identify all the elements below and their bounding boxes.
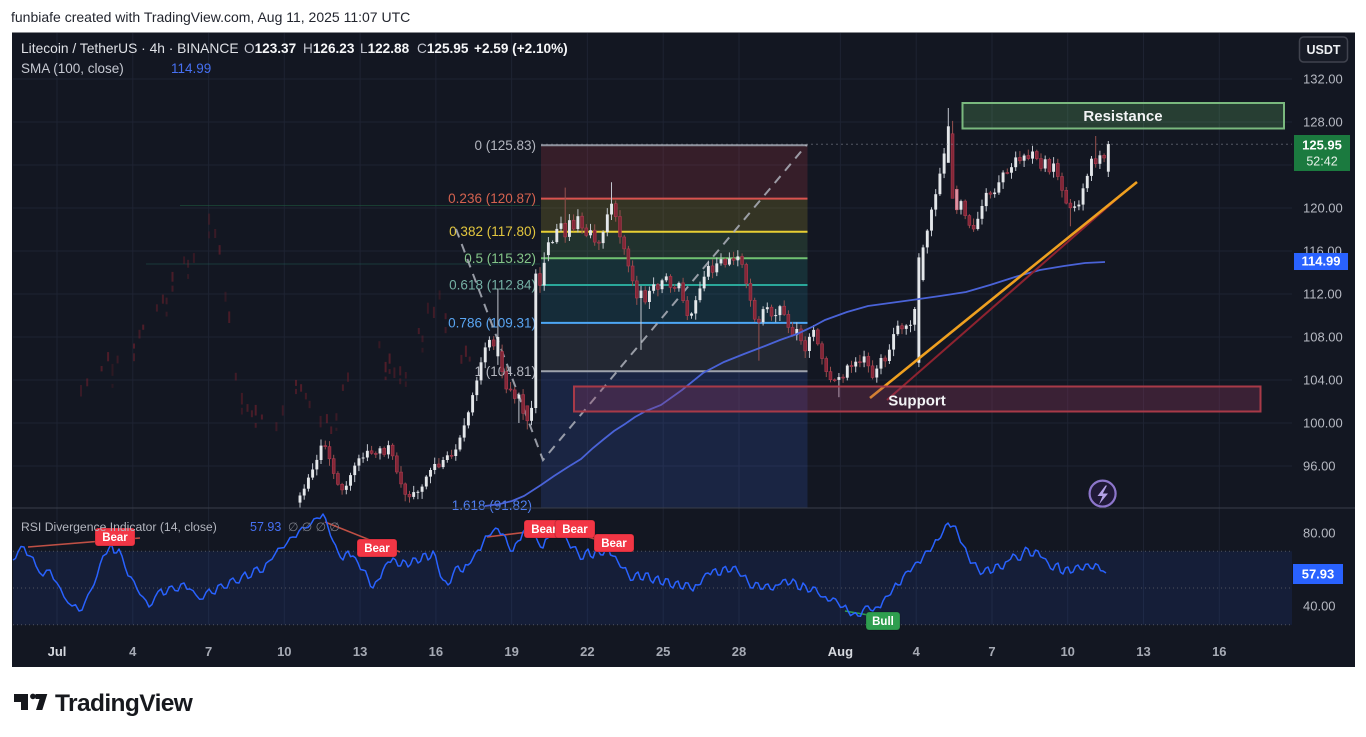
svg-text:0 (125.83): 0 (125.83) — [474, 138, 536, 153]
svg-text:0.5 (115.32): 0.5 (115.32) — [464, 251, 536, 266]
svg-text:Support: Support — [888, 393, 946, 410]
svg-text:57.93: 57.93 — [1302, 567, 1335, 582]
svg-text:Resistance: Resistance — [1083, 108, 1162, 125]
svg-text:96.00: 96.00 — [1303, 459, 1336, 474]
svg-text:RSI Divergence Indicator (14,: RSI Divergence Indicator (14, close) — [21, 520, 217, 534]
svg-text:57.93: 57.93 — [250, 520, 281, 534]
svg-text:Bear: Bear — [102, 532, 128, 544]
svg-text:Litecoin / TetherUS · 4h · BIN: Litecoin / TetherUS · 4h · BINANCE — [21, 41, 239, 56]
svg-text:114.99: 114.99 — [1301, 254, 1340, 269]
svg-text:0.618 (112.84): 0.618 (112.84) — [449, 278, 536, 293]
svg-text:Jul: Jul — [48, 644, 67, 659]
svg-text:120.00: 120.00 — [1303, 201, 1343, 216]
svg-text:13: 13 — [353, 644, 367, 659]
svg-text:TradingView: TradingView — [55, 690, 194, 717]
svg-text:19: 19 — [504, 644, 518, 659]
svg-text:SMA (100, close): SMA (100, close) — [21, 61, 124, 76]
svg-text:22: 22 — [580, 644, 594, 659]
svg-text:H126.23: H126.23 — [303, 41, 355, 56]
svg-text:Bull: Bull — [872, 616, 894, 628]
svg-text:16: 16 — [1212, 644, 1226, 659]
svg-text:USDT: USDT — [1306, 43, 1340, 57]
svg-text:25: 25 — [656, 644, 670, 659]
svg-text:80.00: 80.00 — [1303, 526, 1336, 541]
svg-text:0.236 (120.87): 0.236 (120.87) — [448, 191, 536, 206]
svg-text:4: 4 — [129, 644, 137, 659]
svg-text:O123.37: O123.37 — [244, 41, 296, 56]
svg-text:128.00: 128.00 — [1303, 115, 1343, 130]
svg-text:112.00: 112.00 — [1303, 287, 1342, 302]
svg-text:114.99: 114.99 — [171, 61, 211, 76]
svg-text:16: 16 — [429, 644, 443, 659]
svg-text:1 (104.81): 1 (104.81) — [474, 364, 536, 379]
svg-text:40.00: 40.00 — [1303, 599, 1336, 614]
svg-text:funbiafe created with TradingV: funbiafe created with TradingView.com, A… — [11, 9, 410, 25]
svg-text:C125.95: C125.95 — [417, 41, 469, 56]
svg-text:4: 4 — [913, 644, 921, 659]
svg-text:L122.88: L122.88 — [360, 41, 410, 56]
svg-text:10: 10 — [1060, 644, 1074, 659]
svg-text:13: 13 — [1136, 644, 1150, 659]
svg-text:0.382 (117.80): 0.382 (117.80) — [449, 224, 536, 239]
svg-text:108.00: 108.00 — [1303, 330, 1343, 345]
svg-text:7: 7 — [988, 644, 995, 659]
svg-text:10: 10 — [277, 644, 291, 659]
svg-text:Bear: Bear — [562, 524, 588, 536]
svg-text:100.00: 100.00 — [1303, 416, 1343, 431]
svg-text:125.95: 125.95 — [1302, 138, 1342, 153]
svg-text:∅ ∅ ∅ ∅: ∅ ∅ ∅ ∅ — [288, 520, 340, 534]
svg-text:Bear: Bear — [364, 543, 390, 555]
svg-text:Bear: Bear — [601, 538, 627, 550]
svg-text:Aug: Aug — [828, 644, 853, 659]
svg-text:28: 28 — [732, 644, 746, 659]
svg-text:7: 7 — [205, 644, 212, 659]
svg-text:132.00: 132.00 — [1303, 72, 1343, 87]
svg-text:Bear: Bear — [531, 524, 557, 536]
svg-text:104.00: 104.00 — [1303, 373, 1343, 388]
svg-text:52:42: 52:42 — [1306, 155, 1337, 169]
svg-text:+2.59 (+2.10%): +2.59 (+2.10%) — [474, 41, 568, 56]
